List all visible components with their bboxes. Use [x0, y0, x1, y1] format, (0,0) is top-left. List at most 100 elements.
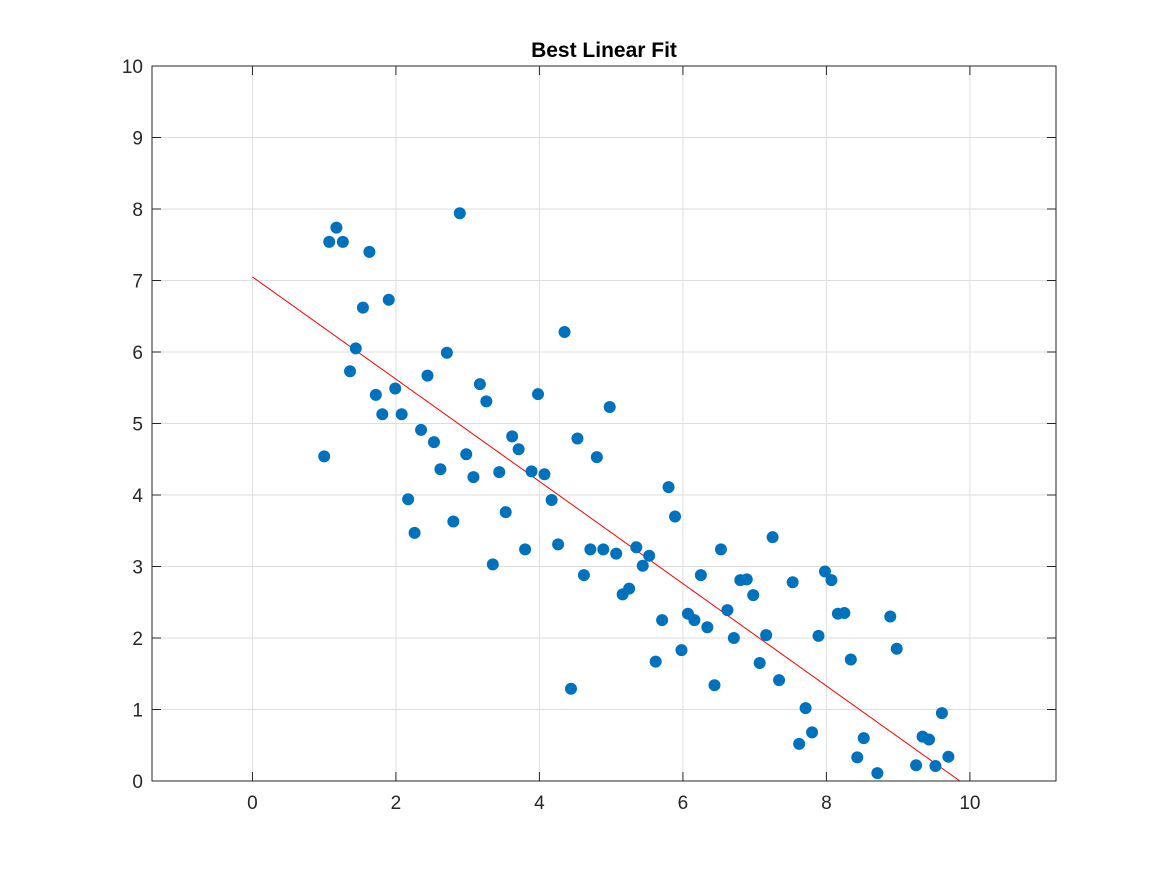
- y-tick-label: 6: [132, 343, 143, 364]
- data-point: [531, 388, 544, 401]
- data-point: [773, 674, 786, 687]
- data-point: [694, 569, 707, 582]
- data-point: [851, 751, 864, 764]
- y-tick-label: 7: [132, 272, 143, 293]
- data-point: [382, 293, 395, 306]
- data-point: [336, 235, 349, 248]
- data-point: [838, 606, 851, 619]
- data-point: [656, 614, 669, 627]
- data-point: [844, 653, 857, 666]
- data-point: [460, 448, 473, 461]
- data-point: [330, 221, 343, 234]
- x-tick-label: 0: [247, 793, 258, 814]
- data-point: [363, 245, 376, 258]
- y-tick-label: 4: [132, 486, 143, 507]
- data-point: [636, 559, 649, 572]
- data-point: [564, 682, 577, 695]
- data-point: [525, 465, 538, 478]
- data-point: [721, 604, 734, 617]
- grid: [152, 65, 1056, 782]
- x-tick-label: 4: [534, 793, 545, 814]
- data-point: [467, 471, 480, 484]
- data-point: [597, 543, 610, 556]
- data-point: [486, 558, 499, 571]
- data-point: [473, 378, 486, 391]
- data-point: [356, 301, 369, 314]
- data-point: [427, 436, 440, 449]
- data-point: [669, 510, 682, 523]
- data-point: [552, 538, 565, 551]
- data-point: [623, 582, 636, 595]
- data-point: [538, 468, 551, 481]
- data-point: [890, 642, 903, 655]
- data-point: [688, 614, 701, 627]
- data-point: [942, 750, 955, 763]
- x-tick-label: 2: [391, 793, 402, 814]
- data-point: [675, 644, 688, 657]
- chart-title: Best Linear Fit: [531, 39, 677, 62]
- data-point: [910, 759, 923, 772]
- data-point: [584, 543, 597, 556]
- data-point: [369, 388, 382, 401]
- data-point: [519, 543, 532, 556]
- y-tick-label: 0: [132, 772, 143, 793]
- data-point: [318, 450, 331, 463]
- data-point: [708, 679, 721, 692]
- data-point: [389, 382, 402, 395]
- data-point: [408, 526, 421, 539]
- data-point: [499, 506, 512, 519]
- data-point: [344, 365, 357, 378]
- data-point: [512, 443, 525, 456]
- data-point: [558, 325, 571, 338]
- data-point: [929, 759, 942, 772]
- scatter-points: [318, 207, 955, 780]
- best-fit-line: [252, 276, 961, 782]
- data-point: [643, 549, 656, 562]
- data-point: [760, 629, 773, 642]
- data-point: [766, 531, 779, 544]
- data-point: [727, 632, 740, 644]
- data-point: [884, 610, 897, 623]
- data-point: [747, 589, 760, 602]
- y-tick-label: 2: [132, 629, 143, 650]
- data-point: [818, 565, 831, 578]
- data-point: [590, 451, 603, 464]
- y-tick-label: 1: [132, 701, 143, 722]
- data-point: [701, 621, 714, 634]
- y-tick-label: 8: [132, 200, 143, 221]
- ticks: 0 2 4 6 8 10 0 1 2 3 4 5 6 7 8 9 10: [122, 57, 1056, 814]
- data-point: [395, 408, 408, 421]
- x-tick-label: 8: [821, 793, 832, 814]
- data-point: [871, 767, 884, 780]
- y-tick-label: 5: [132, 415, 143, 436]
- data-point: [577, 569, 590, 582]
- data-point: [434, 463, 447, 476]
- data-point: [323, 235, 336, 248]
- data-point: [376, 408, 389, 421]
- data-point: [571, 432, 584, 445]
- data-point: [415, 423, 428, 436]
- data-point: [630, 541, 643, 554]
- data-point: [740, 573, 753, 586]
- y-tick-label: 3: [132, 558, 143, 579]
- data-point: [923, 733, 936, 746]
- data-point: [440, 346, 453, 359]
- data-point: [421, 369, 434, 382]
- fit-line-layer: [252, 276, 961, 782]
- data-point: [825, 574, 838, 587]
- data-point: [402, 493, 415, 506]
- data-point: [799, 702, 812, 715]
- data-point: [753, 657, 766, 670]
- data-point: [349, 342, 362, 355]
- data-point: [603, 401, 616, 414]
- data-point: [812, 629, 825, 642]
- data-point: [493, 466, 506, 479]
- data-point: [786, 576, 799, 589]
- data-point: [793, 737, 806, 750]
- data-point: [480, 395, 493, 408]
- data-point: [857, 732, 870, 745]
- data-point: [545, 494, 558, 507]
- data-point: [610, 547, 623, 560]
- x-tick-label: 10: [959, 793, 980, 814]
